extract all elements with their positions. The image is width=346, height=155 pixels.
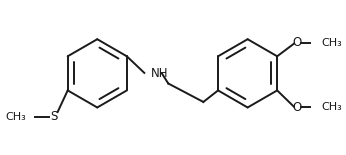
Text: CH₃: CH₃ <box>321 102 342 113</box>
Text: NH: NH <box>151 67 168 80</box>
Text: CH₃: CH₃ <box>6 112 26 122</box>
Text: O: O <box>293 36 302 49</box>
Text: S: S <box>50 110 57 123</box>
Text: O: O <box>293 101 302 114</box>
Text: CH₃: CH₃ <box>321 38 342 48</box>
